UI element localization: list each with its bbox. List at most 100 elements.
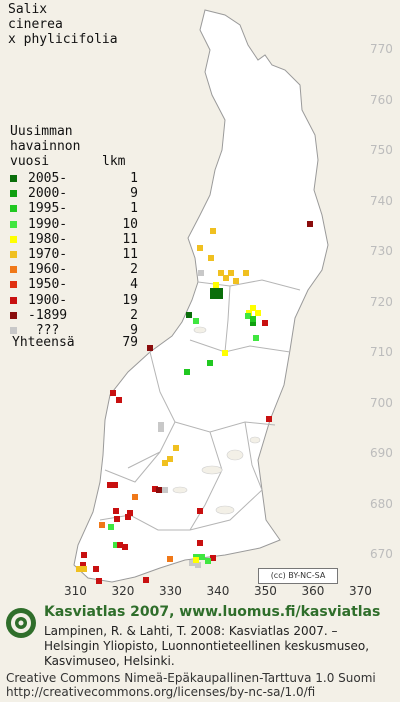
citation-line-1: Lampinen, R. & Lahti, T. 2008: Kasviatla… [44,624,338,638]
occurrence-square [250,305,256,311]
occurrence-square [307,221,313,227]
occurrence-square [184,369,190,375]
legend-count: 9 [130,186,138,202]
y-tick-label: 730 [370,244,393,258]
x-tick-label: 340 [206,584,230,598]
occurrence-square [218,270,224,276]
occurrence-square [143,577,149,583]
license-line-2[interactable]: http://creativecommons.org/licenses/by-n… [6,685,316,699]
occurrence-square [197,245,203,251]
occurrence-square [198,270,204,276]
occurrence-square [207,360,213,366]
legend-count: 10 [122,216,138,232]
occurrence-square [162,460,168,466]
legend-count: 1 [130,201,138,217]
legend-swatch [10,281,17,289]
cc-license-badge[interactable]: (cc) BY-NC-SA [258,568,338,584]
legend-swatch [10,175,17,182]
legend-total-count: 79 [122,335,138,350]
finland-land [73,9,329,583]
x-tick-label: 360 [301,584,325,598]
occurrence-square [80,562,86,568]
occurrence-square [197,540,203,546]
x-tick-label: 350 [254,584,277,598]
occurrence-square [132,494,138,500]
occurrence-square [122,544,128,550]
legend-swatch [10,235,17,243]
species-hybrid: x phylicifolia [8,32,118,47]
occurrence-square [127,510,133,516]
kasviatlas-logo-icon [6,608,36,638]
x-tick-label: 310 [64,584,87,598]
occurrence-square [167,456,173,462]
legend-label: 1900- [28,292,68,308]
occurrence-square [167,556,173,562]
x-tick-label: 370 [349,584,372,598]
lakes [172,326,261,515]
occurrence-square [253,335,259,341]
legend-count: 11 [122,247,138,262]
occurrence-square [210,228,216,234]
occurrence-square [116,397,122,403]
legend-swatch [10,251,17,258]
occurrence-square [186,312,192,318]
legend-label: 1960- [28,262,68,278]
occurrence-square [210,288,223,299]
occurrence-square [110,390,116,396]
y-tick-label: 770 [370,42,393,56]
legend-count: 2 [130,262,138,278]
occurrence-squares [76,221,313,584]
occurrence-square [96,578,102,584]
x-tick-label: 320 [111,584,135,598]
legend-count: 11 [122,231,138,247]
occurrence-square [162,487,168,493]
y-tick-label: 720 [370,294,393,309]
legend-swatch [10,266,17,274]
legend-count: 9 [130,323,138,338]
occurrence-square [147,345,153,351]
occurrence-square [193,557,199,563]
occurrence-square [113,542,119,548]
occurrence-square [81,552,87,558]
y-tick-label: 690 [370,446,393,460]
y-tick-label: 700 [370,395,393,410]
species-genus: Salix [8,2,48,17]
occurrence-square [76,566,82,572]
occurrence-square [250,316,256,322]
occurrence-square [113,508,119,514]
occurrence-square [205,558,211,564]
occurrence-square [152,486,158,492]
x-tick-label: 330 [159,584,182,598]
legend-label: 2005- [28,171,68,186]
license-line-1: Creative Commons Nimeä-Epäkaupallinen-Ta… [6,671,376,685]
legend-count: 2 [130,307,138,323]
occurrence-square [189,560,195,566]
y-tick-label: 750 [370,143,393,157]
occurrence-square [193,318,199,324]
occurrence-square [156,487,162,493]
legend-label: 1980- [28,231,68,247]
footer-title[interactable]: Kasviatlas 2007, www.luomus.fi/kasviatla… [44,604,381,620]
occurrence-square [107,482,113,488]
legend-label: 2000- [28,186,68,202]
occurrence-square [81,566,87,572]
occurrence-square [108,524,114,530]
occurrence-square [262,320,268,326]
legend-label: 1950- [28,277,68,293]
occurrence-square [255,310,261,316]
occurrence-square [228,270,234,276]
occurrence-square [125,514,131,520]
legend-total-label: Yhteensä [12,335,75,350]
legend-count: 1 [130,171,138,186]
y-tick-label: 760 [370,92,393,107]
y-tick-label: 680 [370,496,393,511]
legend-count: 19 [122,292,138,308]
occurrence-square [243,270,249,276]
legend-label: 1970- [28,247,68,262]
legend-swatch [10,205,17,213]
legend-swatch [10,190,17,198]
occurrence-square [213,282,219,288]
occurrence-square [233,278,239,284]
legend-count-header: lkm [102,154,126,169]
footer: Kasviatlas 2007, www.luomus.fi/kasviatla… [0,600,400,702]
